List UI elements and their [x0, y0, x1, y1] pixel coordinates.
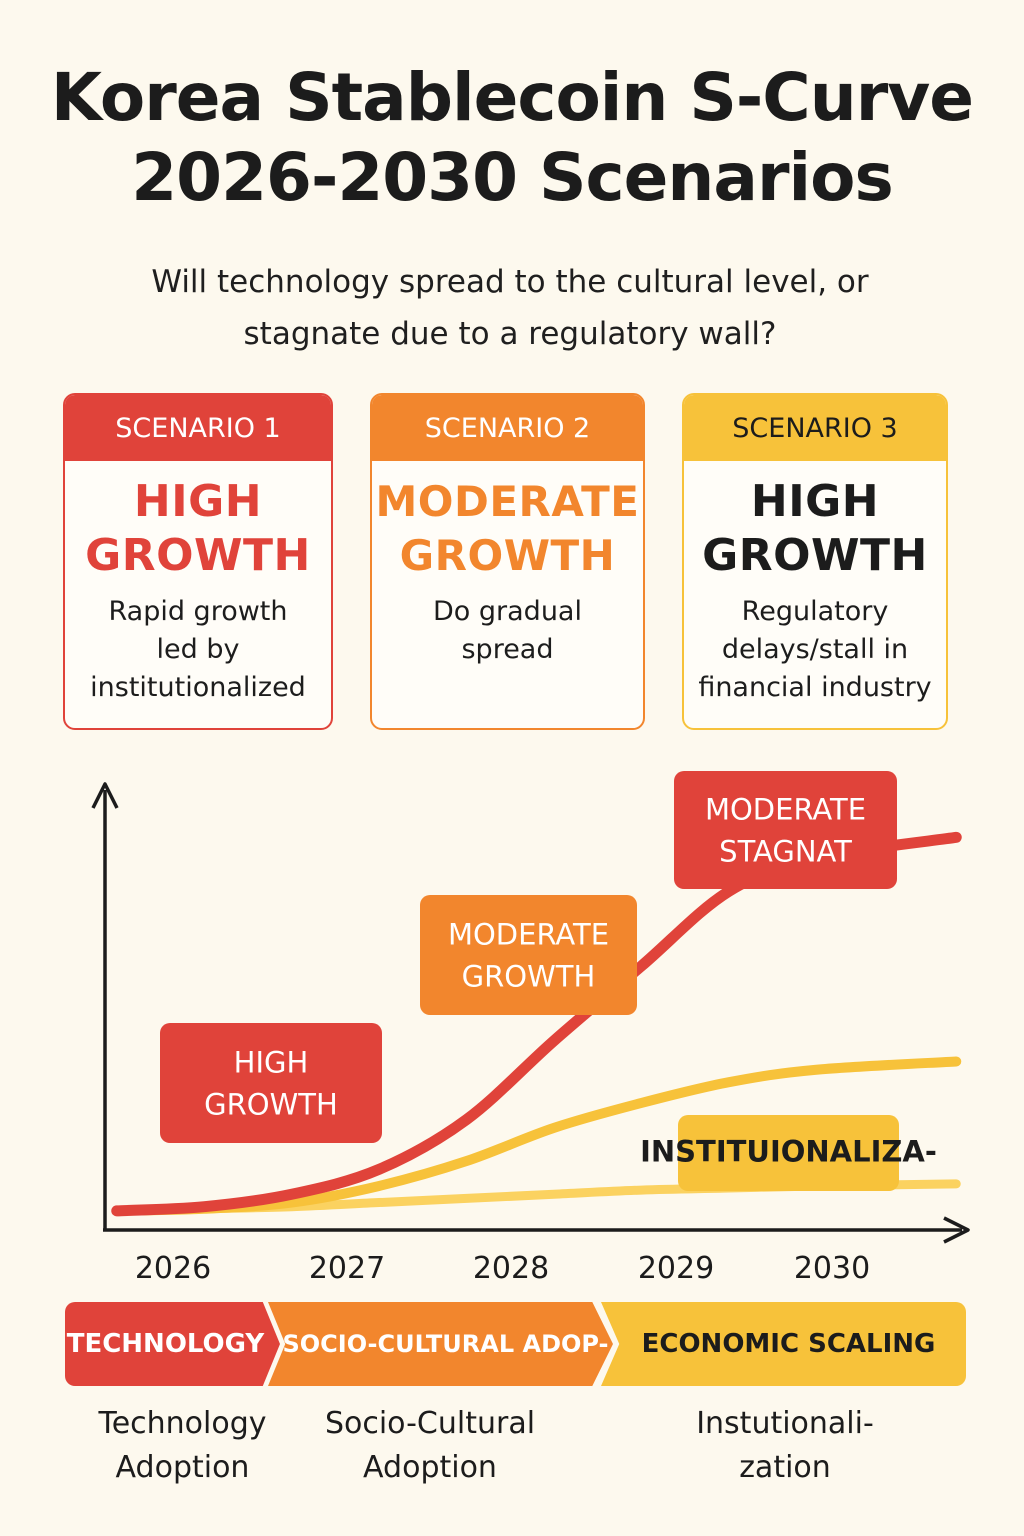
scenario-title: HIGH GROWTH — [85, 476, 311, 581]
x-tick-label: 2027 — [309, 1251, 385, 1286]
x-tick-labels: 2026 2027 2028 2029 2030 — [135, 1251, 870, 1286]
callout-1: HIGH GROWTH — [160, 1023, 382, 1143]
callout-box — [420, 895, 637, 1015]
callout-text: HIGH — [234, 1045, 309, 1079]
scenario-card-1: SCENARIO 1 HIGH GROWTH Rapid growth led … — [63, 393, 333, 730]
axes — [91, 782, 970, 1244]
scenario-label: SCENARIO 1 — [65, 395, 331, 461]
callout-3: MODERATE STAGNAT — [674, 771, 897, 889]
scenario-label: SCENARIO 2 — [372, 395, 643, 461]
x-tick-label: 2030 — [794, 1251, 870, 1286]
scenario-description: Rapid growth led by institutionalized — [90, 596, 306, 703]
callout-text: GROWTH — [204, 1087, 338, 1121]
phase-description-socio-cultural: Socio-Cultural Adoption — [324, 1406, 536, 1485]
scenario-title: HIGH GROWTH — [702, 476, 928, 581]
callout-text: MODERATE — [705, 792, 866, 826]
callouts: HIGH GROWTH MODERATE GROWTH MODERATE STAGNAT I… — [160, 771, 937, 1191]
callout-2: MODERATE GROWTH — [420, 895, 637, 1015]
callout-text: STAGNAT — [719, 834, 852, 868]
callout-box — [678, 1115, 899, 1191]
scenario-card-3: SCENARIO 3 HIGH GROWTH Regulatory delays… — [682, 393, 948, 730]
callout-text: INSTITUIONALIZA- — [640, 1135, 937, 1169]
title-line-2: 2026-2030 Scenarios — [131, 139, 894, 216]
callout-box — [160, 1023, 382, 1143]
phase-technology: TECHNOLOGY — [65, 1302, 280, 1386]
phase-economic-scaling: ECONOMIC SCALING — [601, 1302, 966, 1386]
x-tick-label: 2029 — [638, 1251, 714, 1286]
callout-4: INSTITUIONALIZA- — [640, 1115, 937, 1191]
page-title: Korea Stablecoin S-Curve 2026-2030 Scena… — [0, 58, 1024, 218]
phase-description-technology: Technology Adoption — [98, 1406, 267, 1485]
subtitle-line-1: Will technology spread to the cultural l… — [151, 264, 869, 300]
title-line-1: Korea Stablecoin S-Curve — [50, 59, 974, 136]
phase-description-institutionalization: Instutionali- zation — [696, 1406, 874, 1485]
s-curve-chart: 2026 2027 2028 2029 2030 HIGH GROWTH MODERATE G… — [91, 771, 970, 1286]
y-axis-arrow-icon — [91, 782, 119, 809]
callout-box — [674, 771, 897, 889]
subtitle-line-2: stagnate due to a regulatory wall? — [243, 316, 777, 352]
scenario-title: MODERATE GROWTH — [375, 477, 640, 580]
scenario-label: SCENARIO 3 — [684, 395, 946, 461]
callout-text: MODERATE — [448, 917, 609, 951]
phase-socio-cultural: SOCIO-CULTURAL ADOP- — [268, 1302, 613, 1386]
callout-text: GROWTH — [462, 959, 596, 993]
x-tick-label: 2026 — [135, 1251, 211, 1286]
x-axis-arrow-icon — [943, 1216, 970, 1244]
scenario-description: Regulatory delays/stall in financial ind… — [698, 596, 932, 703]
subtitle: Will technology spread to the cultural l… — [60, 256, 960, 360]
scenario-description: Do gradual spread — [433, 596, 582, 665]
scenario-card-2: SCENARIO 2 MODERATE GROWTH Do gradual sp… — [370, 393, 645, 730]
x-tick-label: 2028 — [473, 1251, 549, 1286]
